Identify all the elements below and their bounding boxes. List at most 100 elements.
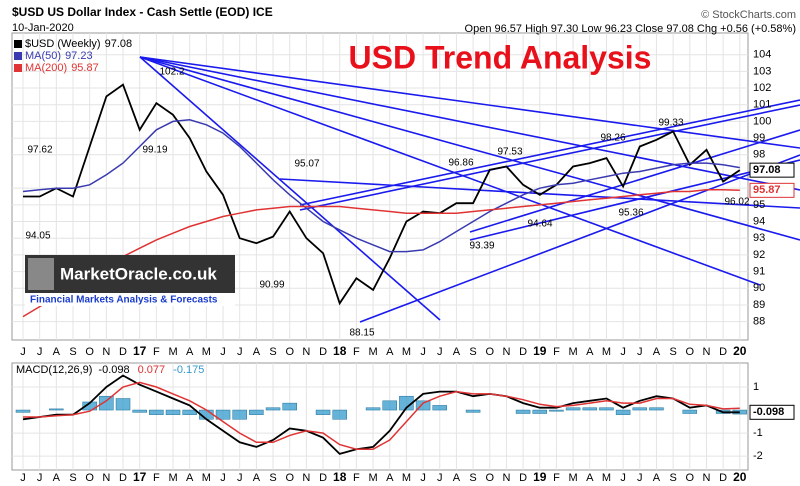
x-tick-label: N — [102, 472, 110, 484]
x-tick-label: A — [253, 472, 261, 484]
x-tick-label: N — [502, 472, 510, 484]
x-tick-label: 17 — [133, 470, 147, 484]
x-tick-label: S — [269, 346, 276, 358]
price-annotation: 98.26 — [600, 133, 625, 144]
histogram-bar — [282, 402, 297, 411]
logo-tag-box — [25, 293, 235, 306]
trend-line — [279, 178, 800, 209]
price-annotation: 96.86 — [448, 158, 473, 169]
histogram-bar — [332, 409, 347, 420]
x-tick-label: S — [469, 346, 476, 358]
histogram-bar — [415, 400, 431, 411]
x-tick-label: A — [53, 346, 61, 358]
histogram-bar — [99, 395, 114, 411]
x-tick-label: J — [37, 346, 43, 358]
histogram-bar — [232, 409, 247, 420]
x-tick-label: J — [237, 346, 243, 358]
x-tick-label: A — [186, 472, 194, 484]
trend-line — [299, 104, 800, 211]
histogram-bar — [399, 395, 414, 411]
x-tick-label: D — [719, 472, 727, 484]
chart-date: 10-Jan-2020 — [12, 22, 74, 34]
trend-line — [139, 56, 441, 321]
x-tick-label: S — [69, 472, 76, 484]
histogram-bar — [15, 409, 31, 413]
series-line — [23, 381, 740, 450]
x-tick-label: M — [202, 346, 211, 358]
last-value-box — [749, 162, 795, 178]
series-line — [22, 119, 740, 253]
legend-value: -0.098 — [98, 364, 129, 376]
histogram-bar — [215, 409, 231, 420]
x-tick-label: A — [586, 346, 594, 358]
y-tick-label: 89 — [753, 299, 765, 311]
x-tick-label: N — [702, 346, 710, 358]
x-tick-label: 19 — [533, 344, 547, 358]
price-annotation: 99.33 — [658, 118, 683, 129]
x-tick-label: M — [402, 346, 411, 358]
trend-line — [359, 154, 800, 323]
histogram-bar — [49, 408, 64, 411]
x-tick-label: A — [386, 472, 394, 484]
last-value-box — [749, 182, 795, 198]
price-annotation: 99.19 — [142, 145, 167, 156]
trend-line — [139, 56, 761, 286]
x-tick-label: M — [368, 472, 377, 484]
histogram-bar — [365, 407, 381, 411]
y-tick-label: 95 — [753, 199, 765, 211]
x-tick-label: N — [302, 346, 310, 358]
legend-swatch — [14, 64, 22, 72]
legend-swatch — [14, 40, 22, 48]
series-line — [22, 374, 740, 455]
histogram-bar — [549, 409, 564, 412]
histogram-bar — [465, 409, 481, 413]
price-annotation: 95.36 — [618, 208, 643, 219]
x-tick-label: M — [368, 346, 377, 358]
legend-swatch — [14, 52, 22, 60]
x-tick-label: D — [319, 472, 327, 484]
histogram-bar — [649, 407, 664, 411]
x-tick-label: J — [20, 472, 26, 484]
trend-line — [139, 56, 800, 191]
quote: Open 96.57 High 97.30 Low 96.23 Close 97… — [465, 23, 796, 35]
x-tick-label: D — [519, 346, 527, 358]
x-tick-label: A — [453, 472, 461, 484]
histogram-bar — [632, 407, 648, 411]
price-annotation: 88.15 — [349, 328, 374, 339]
x-tick-label: D — [519, 472, 527, 484]
price-annotation: 96.02 — [724, 197, 749, 208]
histogram-bar — [132, 409, 147, 413]
x-tick-label: 17 — [133, 344, 147, 358]
price-annotation: 94.64 — [527, 219, 552, 230]
x-tick-label: A — [453, 346, 461, 358]
x-tick-label: O — [85, 346, 94, 358]
last-value-label: -0.098 — [753, 406, 784, 418]
y-tick-label: 1 — [753, 381, 759, 393]
y-tick-label: 99 — [753, 132, 765, 144]
legend-label: MA(200) — [25, 62, 67, 74]
x-tick-label: S — [469, 472, 476, 484]
x-tick-label: J — [420, 472, 426, 484]
price-annotation: 97.53 — [497, 147, 522, 158]
legend-value: 0.077 — [138, 364, 166, 376]
last-value-label: 97.08 — [753, 164, 781, 176]
y-tick-label: 98 — [753, 149, 765, 161]
histogram-bar — [315, 409, 331, 415]
x-tick-label: J — [637, 346, 643, 358]
histogram-bar — [582, 407, 598, 411]
x-tick-label: J — [420, 346, 426, 358]
x-tick-label: D — [319, 346, 327, 358]
x-tick-label: O — [686, 472, 695, 484]
x-tick-label: N — [302, 472, 310, 484]
x-tick-label: J — [20, 346, 26, 358]
price-annotation: 90.99 — [259, 280, 284, 291]
x-tick-label: M — [168, 346, 177, 358]
histogram-bar — [265, 407, 281, 411]
x-tick-label: A — [253, 346, 261, 358]
y-tick-label: 88 — [753, 316, 765, 328]
y-tick-label: 102 — [753, 82, 771, 94]
legend-value: 97.23 — [65, 50, 93, 62]
x-tick-label: A — [386, 346, 394, 358]
x-tick-label: D — [119, 472, 127, 484]
x-tick-label: A — [653, 346, 661, 358]
